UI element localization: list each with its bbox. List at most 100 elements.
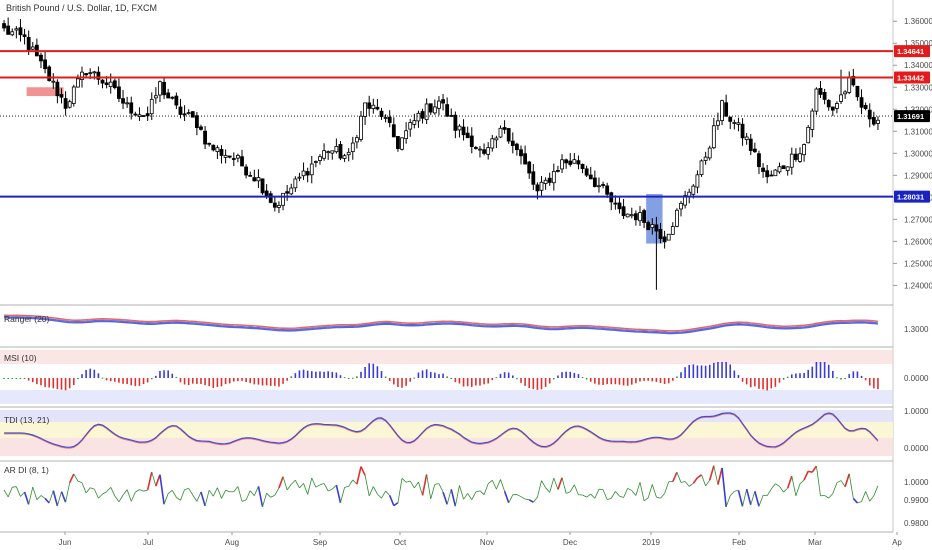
ardi-segment (594, 489, 600, 499)
ardi-segment (463, 493, 468, 500)
msi-bar (298, 370, 301, 378)
candle-body (560, 159, 564, 170)
candle-body (112, 80, 117, 89)
msi-bar (64, 378, 67, 391)
msi-bar (319, 371, 321, 378)
ardi-segment (557, 477, 563, 490)
pane-label: AR DI (8, 1) (4, 465, 49, 475)
ardi-segment (737, 490, 744, 507)
msi-bar (815, 362, 818, 378)
pane-tick-label: 0.0000 (904, 444, 929, 453)
msi-bar (81, 374, 83, 378)
ardi-segment (569, 484, 575, 492)
candle-body (322, 150, 326, 159)
msi-bar (524, 378, 526, 386)
candle-body (543, 179, 548, 184)
ardi-segment (130, 491, 136, 502)
ardi-segment (421, 474, 428, 496)
candle-body (367, 102, 372, 109)
ardi-segment (245, 490, 251, 501)
candle-body (141, 115, 146, 117)
ardi-segment (766, 488, 772, 496)
ardi-segment (873, 485, 879, 496)
msi-bar (516, 378, 518, 380)
ardi-segment (721, 467, 727, 508)
msi-bar (799, 373, 801, 378)
ardi-segment (701, 474, 707, 486)
ardi-segment (278, 476, 284, 489)
msi-bar (233, 378, 235, 382)
candle-body (855, 85, 860, 98)
candle-body (26, 36, 31, 51)
ardi-segment (664, 481, 670, 494)
ardi-segment (586, 493, 591, 498)
candle-body (699, 160, 704, 176)
candle-body (145, 113, 150, 117)
msi-bar (146, 378, 149, 383)
msi-bar (573, 373, 576, 378)
candle-body (617, 202, 622, 210)
ardi-segment (106, 487, 112, 492)
msi-bar (393, 378, 395, 385)
msi-bar (811, 366, 814, 378)
ardi-segment (315, 484, 321, 488)
ardi-segment (126, 489, 132, 502)
msi-bar (187, 378, 190, 386)
ardi-segment (824, 495, 829, 499)
candle-body (654, 224, 659, 232)
level-tag (894, 190, 930, 203)
candle-body (527, 161, 532, 174)
msi-bar (77, 378, 79, 380)
candle-body (568, 160, 573, 165)
candle-body (354, 137, 359, 143)
ardi-segment (68, 473, 75, 484)
candle-body (539, 181, 544, 191)
msi-bar (499, 373, 502, 378)
msi-bar (470, 378, 473, 387)
ardi-segment (176, 497, 181, 501)
ranger-band-line (4, 315, 878, 332)
candle-body (478, 148, 482, 151)
candle-body (592, 177, 597, 187)
msi-bar (413, 377, 416, 379)
msi-bar (581, 376, 584, 378)
candle-body (30, 46, 35, 50)
ardi-segment (200, 491, 206, 507)
candle-body (547, 177, 552, 183)
level-tag (894, 71, 930, 84)
candle-body (584, 168, 589, 176)
candle-body (502, 127, 507, 130)
ardi-segment (274, 487, 280, 496)
candle-body (108, 81, 113, 88)
ardi-segment (729, 490, 735, 496)
candle-body (871, 117, 876, 125)
candle-body (305, 171, 310, 176)
pane-tick-label: 1.3000 (904, 325, 929, 334)
candle-body (285, 191, 290, 194)
msi-bar (196, 378, 198, 384)
ardi-segment (217, 487, 222, 499)
ardi-segment (795, 483, 801, 496)
candle-body (769, 174, 774, 177)
candle-body (863, 105, 868, 109)
time-tick-label: Nov (480, 538, 494, 547)
ardi-segment (36, 495, 42, 501)
ardi-segment (57, 491, 62, 506)
candle-body (289, 187, 294, 195)
ardi-segment (352, 479, 358, 485)
ardi-segment (832, 482, 838, 494)
msi-bar (245, 378, 247, 382)
candle-body (572, 159, 577, 164)
ardi-segment (344, 485, 349, 488)
msi-bar (167, 370, 169, 378)
msi-bar (495, 377, 498, 379)
ardi-segment (828, 493, 834, 499)
msi-bar (27, 378, 30, 381)
candle-body (835, 103, 839, 109)
candle-body (490, 138, 495, 149)
ardi-segment (848, 473, 854, 499)
ardi-segment (212, 487, 218, 497)
ardi-segment (122, 489, 128, 496)
ardi-segment (270, 494, 276, 498)
